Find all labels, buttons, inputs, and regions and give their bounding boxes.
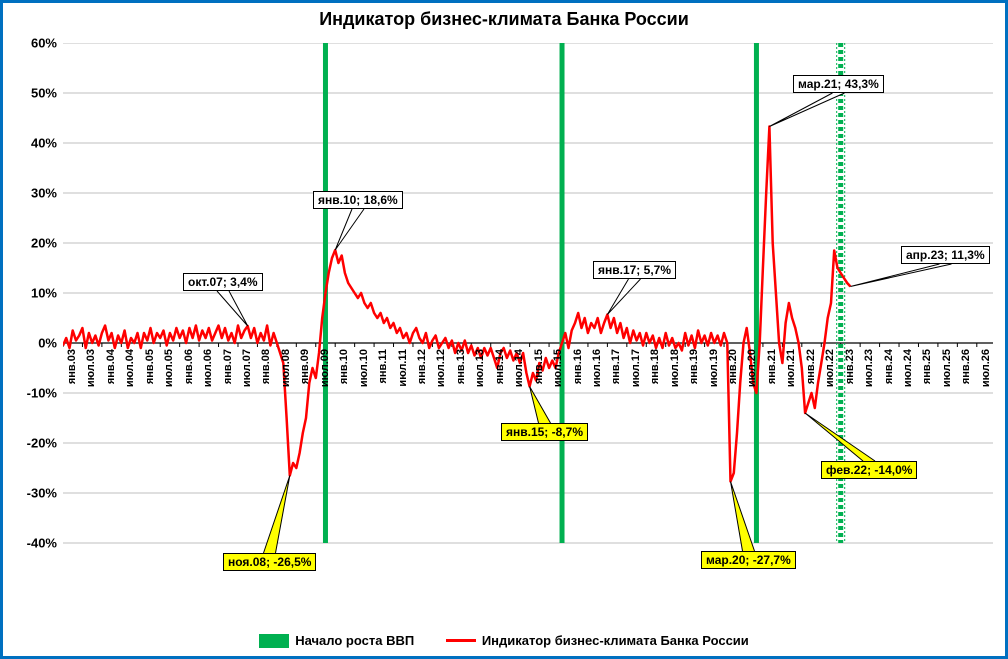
x-tick-label: янв.24 [883, 349, 895, 384]
legend-label-gdp: Начало роста ВВП [295, 633, 414, 648]
legend-item-indicator: Индикатор бизнес-климата Банка России [446, 633, 749, 648]
legend-swatch-gdp [259, 634, 289, 648]
y-tick-label: -20% [27, 436, 57, 451]
x-tick-label: янв.14 [494, 349, 506, 384]
x-tick-label: янв.23 [844, 349, 856, 384]
x-tick-label: июл.08 [280, 349, 292, 387]
x-tick-label: июл.23 [863, 349, 875, 387]
chart-title: Индикатор бизнес-климата Банка России [3, 9, 1005, 30]
x-tick-label: июл.04 [124, 349, 136, 387]
callout-label: янв.15; -8,7% [501, 423, 588, 441]
x-tick-label: июл.03 [85, 349, 97, 387]
y-tick-label: 40% [31, 136, 57, 151]
y-tick-label: 0% [38, 336, 57, 351]
x-tick-label: янв.16 [572, 349, 584, 384]
y-tick-label: 50% [31, 86, 57, 101]
callout-label: окт.07; 3,4% [183, 273, 263, 291]
x-tick-label: июл.14 [513, 349, 525, 387]
x-tick-label: июл.15 [552, 349, 564, 387]
y-tick-label: -30% [27, 486, 57, 501]
chart-frame: Индикатор бизнес-климата Банка России -4… [0, 0, 1008, 659]
x-tick-label: янв.22 [805, 349, 817, 384]
grid-svg [63, 43, 993, 603]
x-tick-label: июл.19 [708, 349, 720, 387]
x-tick-label: янв.12 [416, 349, 428, 384]
callout-label: мар.20; -27,7% [701, 551, 796, 569]
x-tick-label: июл.20 [746, 349, 758, 387]
y-tick-label: -10% [27, 386, 57, 401]
x-tick-label: янв.15 [533, 349, 545, 384]
callout-label: апр.23; 11,3% [901, 246, 990, 264]
y-tick-label: 30% [31, 186, 57, 201]
x-tick-label: июл.25 [941, 349, 953, 387]
callout-label: янв.17; 5,7% [593, 261, 676, 279]
x-tick-label: янв.05 [144, 349, 156, 384]
x-tick-label: янв.03 [66, 349, 78, 384]
plot-area: -40%-30%-20%-10%0%10%20%30%40%50%60%янв.… [63, 43, 993, 603]
x-tick-label: янв.08 [260, 349, 272, 384]
x-tick-label: июл.16 [591, 349, 603, 387]
x-tick-label: янв.17 [610, 349, 622, 384]
x-tick-label: июл.18 [669, 349, 681, 387]
y-tick-label: -40% [27, 536, 57, 551]
legend-label-indicator: Индикатор бизнес-климата Банка России [482, 633, 749, 648]
x-tick-label: янв.21 [766, 349, 778, 384]
y-tick-label: 20% [31, 236, 57, 251]
callout-label: фев.22; -14,0% [821, 461, 917, 479]
legend: Начало роста ВВП Индикатор бизнес-климат… [3, 632, 1005, 648]
x-tick-label: июл.06 [202, 349, 214, 387]
x-tick-label: июл.10 [358, 349, 370, 387]
x-tick-label: янв.18 [649, 349, 661, 384]
x-tick-label: янв.25 [921, 349, 933, 384]
x-tick-label: янв.06 [183, 349, 195, 384]
x-tick-label: июл.09 [319, 349, 331, 387]
y-tick-label: 10% [31, 286, 57, 301]
x-tick-label: янв.26 [960, 349, 972, 384]
x-tick-label: июл.11 [397, 349, 409, 387]
callout-label: ноя.08; -26,5% [223, 553, 316, 571]
x-tick-label: июл.21 [785, 349, 797, 387]
legend-item-gdp: Начало роста ВВП [259, 633, 414, 648]
x-tick-label: июл.22 [824, 349, 836, 387]
callout-label: янв.10; 18,6% [313, 191, 403, 209]
y-tick-label: 60% [31, 36, 57, 51]
x-tick-label: янв.09 [299, 349, 311, 384]
x-tick-label: янв.19 [688, 349, 700, 384]
x-tick-label: июл.05 [163, 349, 175, 387]
x-tick-label: янв.10 [338, 349, 350, 384]
x-tick-label: янв.07 [222, 349, 234, 384]
x-tick-label: янв.20 [727, 349, 739, 384]
x-tick-label: янв.13 [455, 349, 467, 384]
x-tick-label: июл.07 [241, 349, 253, 387]
x-tick-label: янв.11 [377, 349, 389, 384]
x-tick-label: янв.04 [105, 349, 117, 384]
x-tick-label: июл.12 [435, 349, 447, 387]
legend-swatch-indicator [446, 639, 476, 642]
x-tick-label: июл.17 [630, 349, 642, 387]
x-tick-label: июл.26 [980, 349, 992, 387]
x-tick-label: июл.24 [902, 349, 914, 387]
callout-label: мар.21; 43,3% [793, 75, 884, 93]
x-tick-label: июл.13 [474, 349, 486, 387]
